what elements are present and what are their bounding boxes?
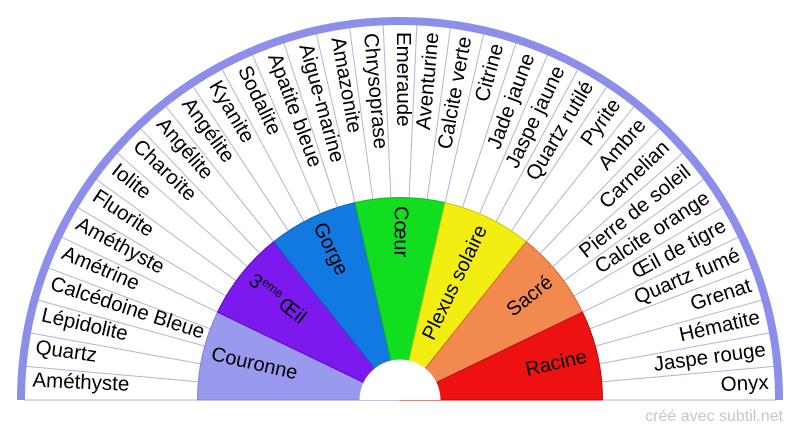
svg-text:Améthyste: Améthyste [32, 369, 130, 396]
svg-text:Cœur: Cœur [390, 206, 412, 257]
svg-text:créé avec subtil.net: créé avec subtil.net [645, 408, 783, 425]
svg-text:Emeraude: Emeraude [392, 32, 415, 127]
svg-text:Onyx: Onyx [720, 371, 770, 396]
